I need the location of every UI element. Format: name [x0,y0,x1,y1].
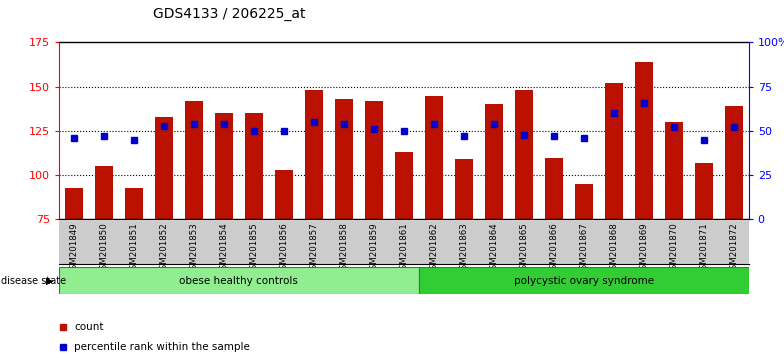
Text: GDS4133 / 206225_at: GDS4133 / 206225_at [153,7,306,21]
Text: GSM201862: GSM201862 [430,223,438,275]
Text: GSM201850: GSM201850 [100,223,108,275]
Bar [95,166,113,219]
Text: GSM201849: GSM201849 [69,223,78,275]
Text: GSM201857: GSM201857 [309,223,318,275]
Text: disease state: disease state [1,275,66,286]
Text: GSM201863: GSM201863 [459,223,468,275]
Text: GSM201855: GSM201855 [249,223,258,275]
Bar [665,122,683,219]
Bar [604,83,622,219]
Bar [154,117,172,219]
Text: GSM201866: GSM201866 [550,223,558,275]
Text: GSM201852: GSM201852 [159,223,169,275]
Text: GSM201858: GSM201858 [339,223,348,275]
Bar [185,101,203,219]
Bar [455,159,473,219]
Bar [395,152,412,219]
Bar [575,184,593,219]
Text: GSM201870: GSM201870 [670,223,678,275]
Bar [515,90,533,219]
Bar [635,62,653,219]
Bar [215,113,233,219]
Bar [245,113,263,219]
Bar [59,267,419,294]
Text: ▶: ▶ [45,275,53,286]
Text: GSM201859: GSM201859 [369,223,378,275]
Text: GSM201861: GSM201861 [399,223,408,275]
Text: GSM201872: GSM201872 [729,223,739,275]
Bar [335,99,353,219]
Text: GSM201865: GSM201865 [519,223,528,275]
Bar [419,267,749,294]
Text: GSM201868: GSM201868 [609,223,619,275]
Text: count: count [74,322,104,332]
Bar [425,96,443,219]
Bar [125,188,143,219]
Text: GSM201869: GSM201869 [639,223,648,275]
Text: GSM201871: GSM201871 [699,223,708,275]
Bar [724,106,742,219]
Bar [485,104,503,219]
Bar [65,188,83,219]
Bar [365,101,383,219]
Bar [274,170,292,219]
Text: GSM201867: GSM201867 [579,223,588,275]
Bar [305,90,323,219]
Text: GSM201851: GSM201851 [129,223,138,275]
Text: obese healthy controls: obese healthy controls [180,275,298,286]
Text: GSM201864: GSM201864 [489,223,499,275]
Text: GSM201856: GSM201856 [279,223,289,275]
Text: GSM201853: GSM201853 [189,223,198,275]
Bar [695,163,713,219]
Text: GSM201854: GSM201854 [220,223,228,275]
Bar [545,158,563,219]
Text: polycystic ovary syndrome: polycystic ovary syndrome [514,275,654,286]
Text: percentile rank within the sample: percentile rank within the sample [74,342,250,352]
